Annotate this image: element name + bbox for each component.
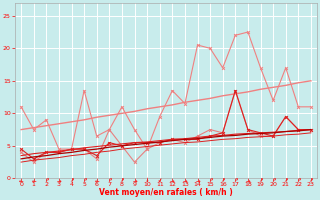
X-axis label: Vent moyen/en rafales ( km/h ): Vent moyen/en rafales ( km/h )	[99, 188, 233, 197]
